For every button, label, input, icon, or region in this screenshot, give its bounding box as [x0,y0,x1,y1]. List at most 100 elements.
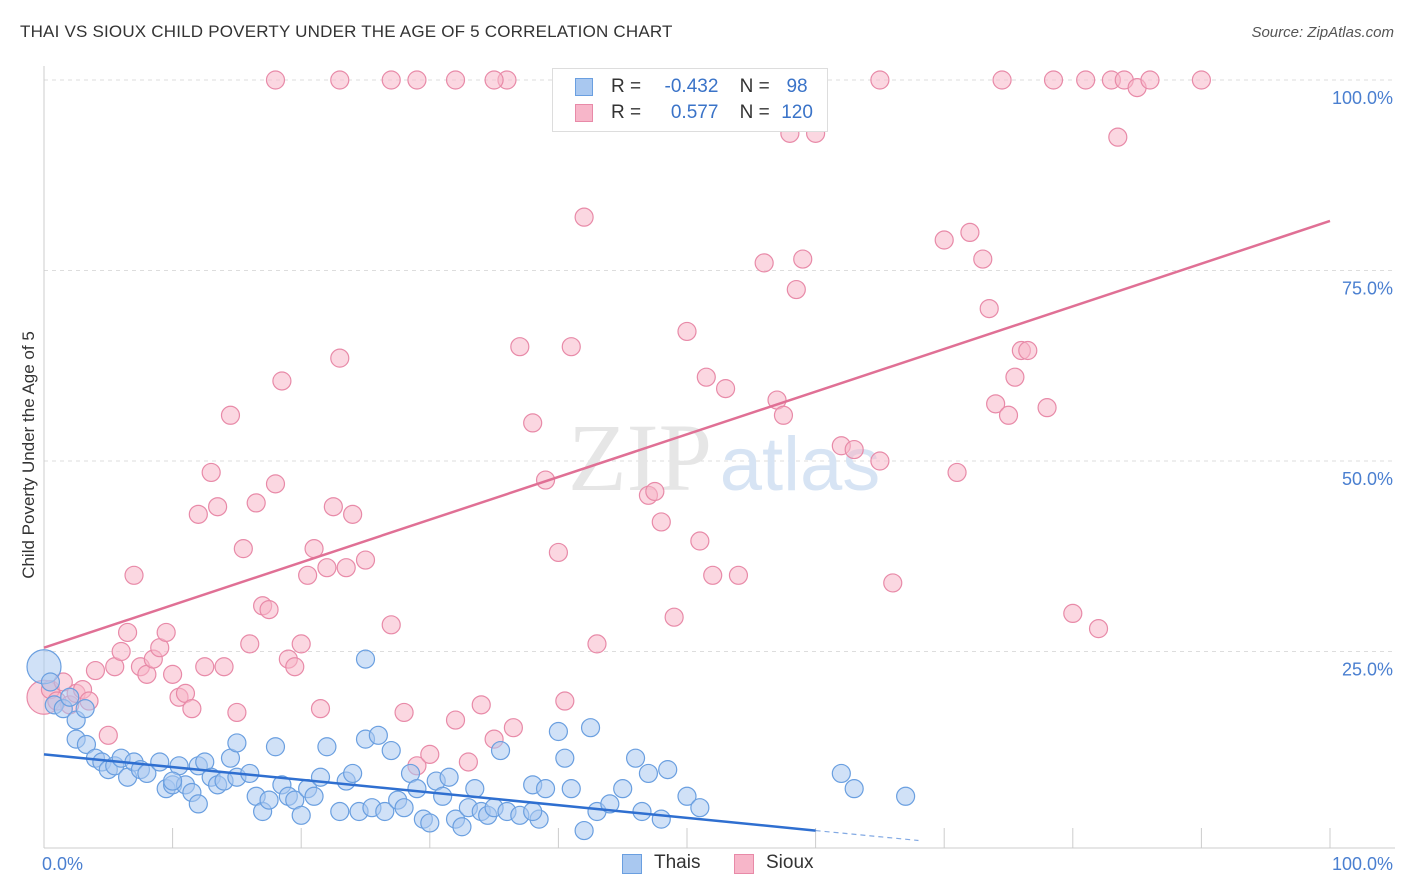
axes [43,66,1395,849]
sioux-point [677,321,697,342]
watermark: ZIP atlas [568,404,880,511]
sioux-point [272,371,292,391]
sioux-point [381,70,401,90]
thais-trendline [43,753,816,832]
legend-n-label: N = [739,76,770,97]
thais-point [343,763,363,784]
thais-point [375,801,395,822]
sioux-point [265,70,286,90]
sioux-point [156,622,176,643]
sioux-point [1063,603,1083,624]
grid [44,79,1395,652]
thais-point [632,801,652,822]
sioux-point [330,348,350,368]
thais-point [291,805,311,825]
sioux-point [574,207,594,227]
thais-point [638,763,659,784]
thais-point [227,733,247,753]
sioux-point [690,531,710,551]
sioux-point [298,565,318,585]
sioux-point [973,249,993,269]
source-label: Source: ZipAtlas.com [1251,24,1394,41]
legend-r-label: R = [611,76,642,97]
sioux-point [394,702,414,723]
thais-point [259,790,279,810]
sioux-point [420,744,440,764]
legend-n-value: 120 [781,102,813,123]
thais-point [600,794,620,814]
legend-n-value: 98 [786,76,808,97]
sioux-point [503,718,523,738]
sioux-point [285,657,305,677]
thais-point [75,699,95,719]
thais-point [555,748,575,768]
sioux-point [458,752,478,772]
sioux-point [355,550,376,570]
sioux-point [220,405,241,425]
thais-point [40,672,61,692]
sioux-point [1037,398,1057,418]
sioux-point [85,660,106,681]
thais-point [561,779,581,799]
thais-point [896,786,916,806]
y-tick-label: 50.0% [1342,469,1393,489]
watermark-atlas: atlas [720,422,881,507]
thais-point [368,725,388,745]
sioux-point [645,481,665,502]
thais-point [265,737,286,757]
sioux-point [471,695,491,715]
sioux-point [310,699,331,719]
sioux-point [773,405,794,425]
sioux-point [163,664,183,684]
sioux-point [323,497,343,517]
sioux-point [1088,619,1109,639]
x-tick-label: 100.0% [1332,854,1393,874]
sioux-point [992,70,1012,90]
thais-point [535,779,556,799]
sioux-point [208,497,228,517]
thais-point [317,737,337,757]
thais-point [407,779,427,799]
sioux-point [336,558,356,578]
legend-r-value: -0.432 [664,76,719,97]
sioux-point [844,439,864,460]
sioux-point [117,622,138,643]
legend-n-label: N = [739,102,770,123]
thais-point [625,748,646,768]
thais-point [188,794,208,814]
y-tick-label: 100.0% [1332,88,1393,108]
y-tick-label: 75.0% [1342,279,1393,299]
thais-point [651,809,671,829]
sioux-point [510,337,530,357]
sioux-point [986,394,1006,414]
thais-point [613,779,633,799]
legend-r-label: R = [611,102,642,123]
sioux-point [214,657,234,677]
sioux-point [259,599,279,620]
thais-point [677,786,697,806]
sioux-point [343,504,363,524]
sioux-point [1191,70,1212,90]
sioux-point [233,539,253,559]
trendlines [43,219,1331,842]
thais-point [439,767,459,787]
thais-point [452,817,472,837]
thais-point [355,649,376,669]
sioux-point [484,70,504,90]
thais-point [304,786,324,806]
chart-title: THAI VS SIOUX CHILD POVERTY UNDER THE AG… [20,22,673,41]
sioux-point [651,512,671,532]
sioux-point [870,70,890,90]
sioux-point [587,634,607,654]
thais-point [844,779,864,799]
sioux-point [870,451,890,471]
sioux-point [715,379,736,399]
sioux-point [934,230,954,250]
sioux-point [291,634,311,654]
sioux-point [548,542,569,563]
sioux-point [947,462,967,483]
sioux-point [1076,70,1096,90]
thais-points [26,649,916,841]
bottom-legend-swatch-sioux [734,854,754,874]
thais-point [574,820,594,841]
